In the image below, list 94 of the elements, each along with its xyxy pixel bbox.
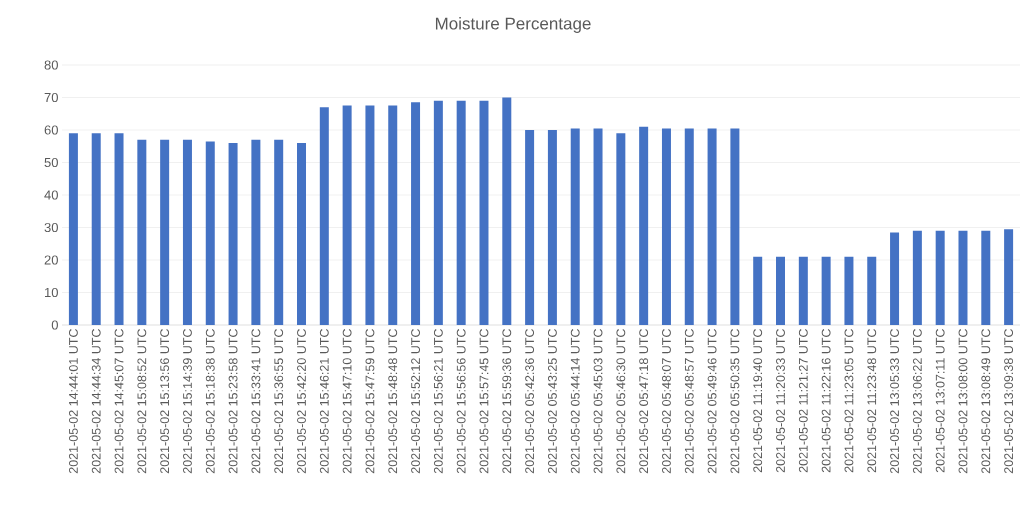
x-tick-label: 2021-05-02 14:44:34 UTC (91, 329, 101, 474)
bar (912, 230, 922, 325)
bar (456, 100, 466, 325)
x-tick-label: 2021-05-02 15:52:12 UTC (411, 329, 420, 474)
bar (433, 100, 443, 325)
x-tick-label: 2021-05-02 05:43:25 UTC (547, 329, 557, 474)
x-tick-label: 2021-05-02 14:45:07 UTC (114, 329, 124, 474)
x-tick-label: 2021-05-02 15:47:10 UTC (342, 329, 352, 474)
bar (867, 256, 877, 325)
bar (593, 128, 603, 325)
x-tick-label: 2021-05-02 05:50:35 UTC (730, 329, 740, 474)
bar (137, 139, 147, 325)
x-tick-label: 2021-05-02 15:33:41 UTC (251, 329, 261, 474)
x-tick-label: 2021-05-02 15:48:48 UTC (388, 329, 398, 474)
x-tick-label: 2021-05-02 11:22:16 UTC (821, 329, 831, 473)
bar (160, 139, 170, 325)
bar (228, 143, 238, 325)
bar (935, 230, 945, 325)
x-tick-label: 2021-05-02 15:56:21 UTC (433, 329, 443, 474)
chart-title: Moisture Percentage (435, 17, 591, 33)
bar (205, 141, 215, 325)
x-tick-label: 2021-05-02 15:23:58 UTC (228, 329, 238, 474)
x-tick-label: 2021-05-02 05:48:57 UTC (684, 329, 694, 474)
bar (707, 128, 717, 325)
x-tick-label: 2021-05-02 13:05:33 UTC (890, 329, 899, 474)
bar (251, 139, 261, 325)
x-tick-label: 2021-05-02 15:18:38 UTC (205, 329, 215, 474)
x-tick-label: 2021-05-02 11:20:33 UTC (776, 329, 785, 473)
bar (411, 102, 421, 325)
bar (365, 105, 375, 325)
x-tick-label: 2021-05-02 15:59:36 UTC (502, 329, 512, 474)
x-tick-label: 2021-05-02 05:49:46 UTC (707, 329, 717, 474)
x-tick-label: 2021-05-02 15:36:55 UTC (274, 329, 284, 474)
x-tick-label: 2021-05-02 15:14:39 UTC (183, 329, 192, 474)
x-tick-label: 2021-05-02 05:45:03 UTC (593, 329, 603, 474)
bar (798, 256, 808, 325)
bar (297, 143, 306, 325)
bar (1004, 229, 1014, 325)
y-tick-label: 20 (44, 255, 58, 265)
x-tick-label: 2021-05-02 05:46:30 UTC (616, 329, 626, 474)
bar (821, 256, 831, 325)
x-tick-label: 2021-05-02 13:08:00 UTC (958, 329, 968, 474)
y-tick-label: 80 (44, 60, 58, 70)
x-tick-label: 2021-05-02 15:47:59 UTC (365, 329, 375, 474)
x-tick-label: 2021-05-02 14:44:01 UTC (68, 329, 78, 474)
y-tick-label: 50 (44, 157, 58, 168)
bar (502, 97, 512, 325)
x-tick-label: 2021-05-02 11:21:27 UTC (798, 329, 808, 473)
y-tick-label: 0 (51, 320, 58, 330)
bar (547, 130, 557, 325)
x-tick-label: 2021-05-02 15:13:56 UTC (160, 329, 170, 474)
bar (890, 232, 900, 325)
x-tick-label: 2021-05-02 15:56:56 UTC (456, 329, 466, 474)
bar (776, 256, 786, 325)
x-tick-label: 2021-05-02 13:06:22 UTC (912, 329, 922, 474)
bar (479, 100, 489, 325)
bar (319, 107, 329, 325)
bar (981, 230, 991, 325)
bar (639, 126, 649, 325)
x-tick-label: 2021-05-02 11:23:48 UTC (867, 329, 877, 473)
bar (114, 133, 124, 325)
y-tick-label: 10 (45, 287, 58, 298)
x-tick-label: 2021-05-02 05:42:36 UTC (525, 329, 535, 474)
y-tick-label: 70 (44, 92, 58, 103)
bar (342, 105, 352, 325)
bar (958, 230, 968, 325)
bar (68, 133, 78, 325)
bar (388, 105, 398, 325)
bar (661, 128, 671, 325)
bar (730, 128, 740, 325)
bar (844, 256, 854, 325)
x-tick-label: 2021-05-02 11:19:40 UTC (753, 329, 763, 473)
bar (753, 256, 763, 325)
bar (570, 128, 580, 325)
x-tick-label: 2021-05-02 11:23:05 UTC (844, 329, 854, 473)
y-tick-label: 30 (44, 222, 58, 233)
bar (684, 128, 694, 325)
bar (274, 139, 284, 325)
x-tick-label: 2021-05-02 15:46:21 UTC (319, 329, 329, 474)
x-tick-label: 2021-05-02 05:48:07 UTC (662, 329, 671, 474)
bar (525, 130, 535, 325)
bar (616, 133, 626, 325)
x-tick-label: 2021-05-02 05:47:18 UTC (639, 329, 649, 474)
x-tick-label: 2021-05-02 13:07:11 UTC (935, 329, 945, 473)
y-tick-label: 40 (44, 190, 58, 200)
x-tick-label: 2021-05-02 13:08:49 UTC (981, 329, 991, 474)
bar (91, 133, 101, 325)
x-tick-label: 2021-05-02 15:57:45 UTC (479, 329, 489, 474)
x-tick-label: 2021-05-02 05:44:14 UTC (570, 329, 580, 474)
x-tick-label: 2021-05-02 13:09:38 UTC (1004, 329, 1014, 474)
bar (182, 139, 192, 325)
x-tick-label: 2021-05-02 15:08:52 UTC (137, 329, 147, 474)
x-tick-label: 2021-05-02 15:42:20 UTC (297, 329, 306, 474)
y-tick-label: 60 (44, 125, 58, 135)
